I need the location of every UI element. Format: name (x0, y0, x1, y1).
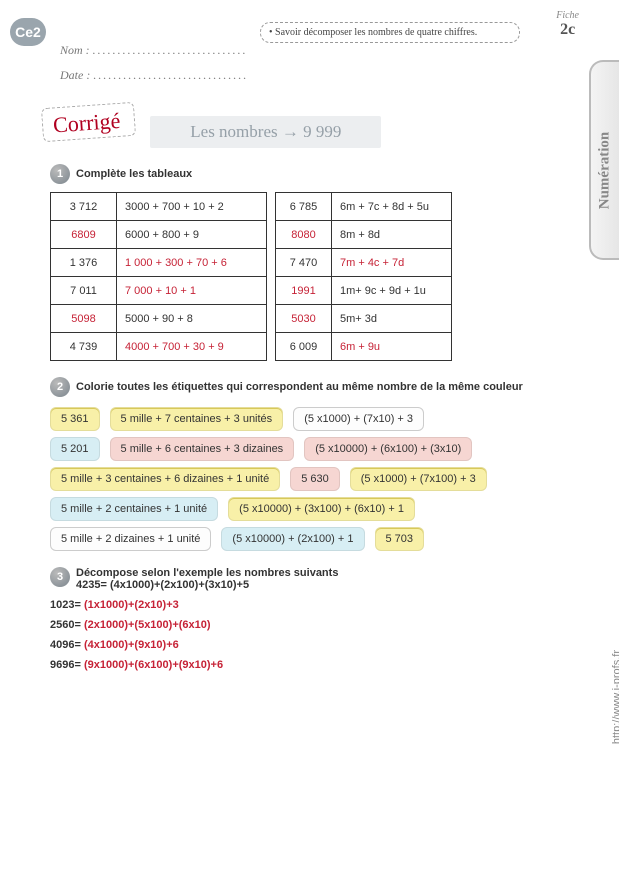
chip: (5 x10000) + (6x100) + (3x10) (304, 437, 472, 461)
table-row: 80808m + 8d (276, 221, 452, 249)
chip: 5 mille + 3 centaines + 6 dizaines + 1 u… (50, 467, 280, 491)
table-row: 19911m+ 9c + 9d + 1u (276, 277, 452, 305)
chip: 5 mille + 2 centaines + 1 unité (50, 497, 218, 521)
number-cell: 3 712 (51, 193, 117, 221)
chip: 5 630 (290, 467, 340, 491)
table-row: 1 3761 000 + 300 + 70 + 6 (51, 249, 267, 277)
name-field: Nom : ............................... (60, 43, 579, 58)
number-cell: 1 376 (51, 249, 117, 277)
number-cell: 6 785 (276, 193, 332, 221)
decomposition-cell: 1m+ 9c + 9d + 1u (332, 277, 452, 305)
chip: 5 703 (375, 527, 425, 551)
decomposition-cell: 1 000 + 300 + 70 + 6 (117, 249, 267, 277)
chip: (5 x1000) + (7x10) + 3 (293, 407, 424, 431)
decomposition-cell: 7 000 + 10 + 1 (117, 277, 267, 305)
q2-number: 2 (50, 377, 70, 397)
decomposition-line: 1023= (1x1000)+(2x10)+3 (50, 599, 579, 611)
table-row: 7 4707m + 4c + 7d (276, 249, 452, 277)
table-1: 3 7123000 + 700 + 10 + 268096000 + 800 +… (50, 192, 267, 361)
table-row: 4 7394000 + 700 + 30 + 9 (51, 333, 267, 361)
prompt-text: 4096= (50, 639, 84, 651)
number-cell: 5030 (276, 305, 332, 333)
decomposition-cell: 5000 + 90 + 8 (117, 305, 267, 333)
chip-row: 5 mille + 3 centaines + 6 dizaines + 1 u… (50, 467, 579, 491)
decomposition-cell: 4000 + 700 + 30 + 9 (117, 333, 267, 361)
table-row: 6 0096m + 9u (276, 333, 452, 361)
answer-text: (2x1000)+(5x100)+(6x10) (84, 619, 211, 631)
decomposition-line: 9696= (9x1000)+(6x100)+(9x10)+6 (50, 659, 579, 671)
number-cell: 6809 (51, 221, 117, 249)
exercise-1: 1 Complète les tableaux 3 7123000 + 700 … (50, 164, 579, 361)
table-row: 50985000 + 90 + 8 (51, 305, 267, 333)
answer-text: (1x1000)+(2x10)+3 (84, 599, 179, 611)
q1-number: 1 (50, 164, 70, 184)
exercise-3: 3 Décompose selon l'exemple les nombres … (50, 567, 579, 671)
number-cell: 4 739 (51, 333, 117, 361)
decomposition-cell: 5m+ 3d (332, 305, 452, 333)
table-row: 3 7123000 + 700 + 10 + 2 (51, 193, 267, 221)
answer-text: (9x1000)+(6x100)+(9x10)+6 (84, 659, 223, 671)
chip: (5 x10000) + (3x100) + (6x10) + 1 (228, 497, 415, 521)
date-field: Date : ............................... (60, 68, 579, 83)
decomposition-cell: 6000 + 800 + 9 (117, 221, 267, 249)
chip-row: 5 361 5 mille + 7 centaines + 3 unités (5 … (50, 407, 579, 431)
q3-number: 3 (50, 567, 70, 587)
exercise-2: 2 Colorie toutes les étiquettes qui corr… (50, 377, 579, 551)
chip: 5 mille + 2 dizaines + 1 unité (50, 527, 211, 551)
q1-label: Complète les tableaux (76, 168, 192, 180)
chip-row: 5 201 5 mille + 6 centaines + 3 dizaines (… (50, 437, 579, 461)
decomposition-cell: 8m + 8d (332, 221, 452, 249)
number-cell: 7 470 (276, 249, 332, 277)
chip: (5 x1000) + (7x100) + 3 (350, 467, 487, 491)
chip-row: 5 mille + 2 centaines + 1 unité (5 x10000… (50, 497, 579, 521)
table-2: 6 7856m + 7c + 8d + 5u80808m + 8d7 4707m… (275, 192, 452, 361)
q3-label: Décompose selon l'exemple les nombres su… (76, 567, 338, 591)
number-cell: 1991 (276, 277, 332, 305)
prompt-text: 2560= (50, 619, 84, 631)
prompt-text: 1023= (50, 599, 84, 611)
chip: 5 361 (50, 407, 100, 431)
decomposition-cell: 6m + 9u (332, 333, 452, 361)
table-row: 50305m+ 3d (276, 305, 452, 333)
number-cell: 8080 (276, 221, 332, 249)
prompt-text: 9696= (50, 659, 84, 671)
table-row: 68096000 + 800 + 9 (51, 221, 267, 249)
decomposition-cell: 3000 + 700 + 10 + 2 (117, 193, 267, 221)
corrige-stamp: Corrigé (41, 102, 136, 142)
chip: 5 mille + 6 centaines + 3 dizaines (110, 437, 295, 461)
number-cell: 7 011 (51, 277, 117, 305)
answer-text: (4x1000)+(9x10)+6 (84, 639, 179, 651)
chip: 5 201 (50, 437, 100, 461)
q2-label: Colorie toutes les étiquettes qui corres… (76, 381, 523, 393)
page-title: Les nombres → 9 999 (150, 116, 381, 148)
table-row: 6 7856m + 7c + 8d + 5u (276, 193, 452, 221)
chip-row: 5 mille + 2 dizaines + 1 unité (5 x10000)… (50, 527, 579, 551)
decomposition-line: 4096= (4x1000)+(9x10)+6 (50, 639, 579, 651)
number-cell: 6 009 (276, 333, 332, 361)
decomposition-line: 2560= (2x1000)+(5x100)+(6x10) (50, 619, 579, 631)
chip: (5 x10000) + (2x100) + 1 (221, 527, 364, 551)
decomposition-cell: 7m + 4c + 7d (332, 249, 452, 277)
decomposition-cell: 6m + 7c + 8d + 5u (332, 193, 452, 221)
chip: 5 mille + 7 centaines + 3 unités (110, 407, 284, 431)
table-row: 7 0117 000 + 10 + 1 (51, 277, 267, 305)
number-cell: 5098 (51, 305, 117, 333)
